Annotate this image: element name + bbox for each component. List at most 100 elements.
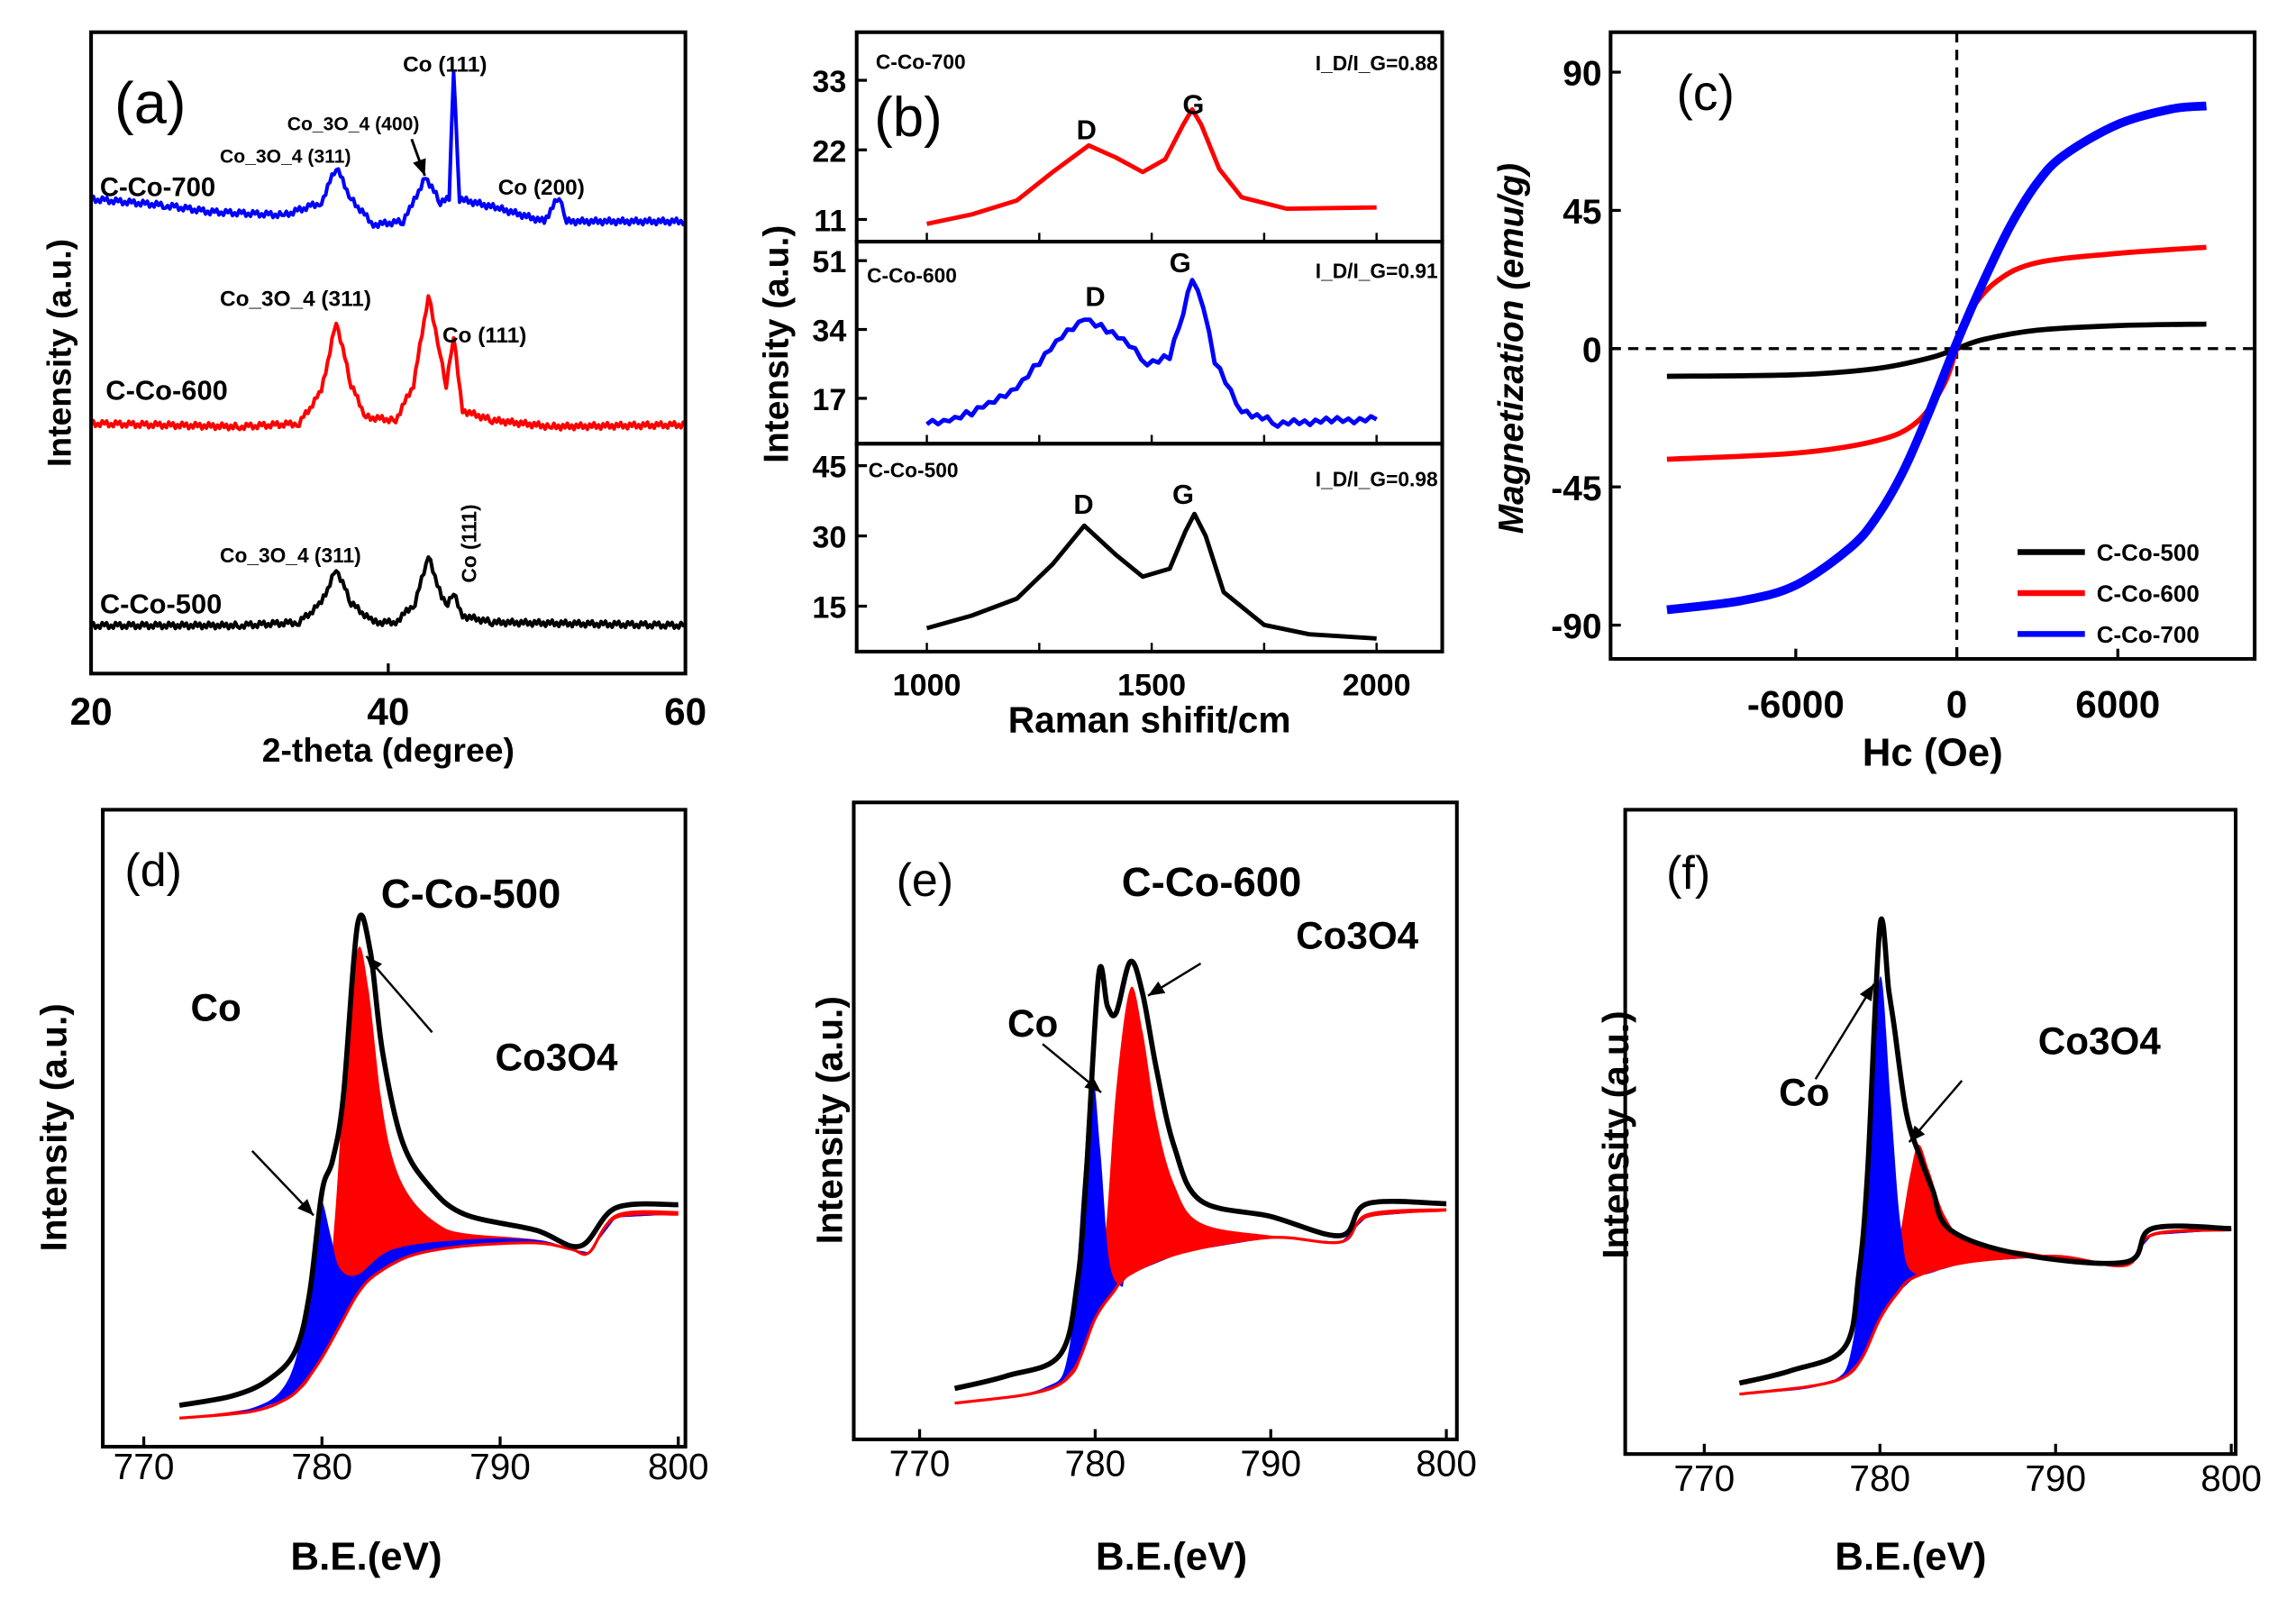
peak-label: Co bbox=[191, 986, 241, 1028]
peak-label: Co3O4 bbox=[495, 1037, 618, 1079]
peak-label: Co (200) bbox=[498, 176, 585, 200]
x-tick-label: 790 bbox=[2025, 1457, 2086, 1499]
panel-label: (b) bbox=[874, 87, 942, 149]
peak-label: C-Co-700 bbox=[100, 174, 215, 203]
peak-label: Co_3O_4 (311) bbox=[220, 146, 351, 167]
arrow-head-icon bbox=[1909, 1125, 1926, 1143]
x-tick-label: 770 bbox=[1673, 1457, 1735, 1499]
y-tick-label: 45 bbox=[812, 451, 846, 485]
envelope-line bbox=[953, 958, 1447, 1392]
series-line-C-Co-600 bbox=[1666, 244, 2207, 462]
d-band-label: D bbox=[1073, 489, 1093, 520]
x-tick-label: 0 bbox=[1946, 683, 1967, 726]
x-tick-label: 40 bbox=[367, 690, 409, 733]
x-axis-label: 2-theta (degree) bbox=[262, 731, 515, 769]
peak-label: Co (111) bbox=[457, 504, 480, 582]
arrow-line bbox=[365, 955, 433, 1034]
y-axis-label: Intensity (a.u.) bbox=[808, 996, 850, 1244]
series-line-C-Co-500 bbox=[89, 555, 686, 631]
y-tick-label: 0 bbox=[1582, 331, 1602, 370]
arrow-line bbox=[1814, 983, 1875, 1080]
id-ig-ratio: I_D/I_G=0.91 bbox=[1316, 260, 1438, 283]
x-tick-label: 790 bbox=[469, 1446, 531, 1487]
x-tick-label: -6000 bbox=[1747, 683, 1845, 726]
plot-frame-(d) bbox=[101, 808, 688, 1449]
subplot-label: C-Co-500 bbox=[869, 459, 959, 482]
g-band-label: G bbox=[1172, 479, 1194, 510]
peak-label: Co3O4 bbox=[1296, 915, 1419, 957]
peak-label: Co (111) bbox=[442, 324, 526, 348]
co-component-area bbox=[954, 1071, 1447, 1403]
arrow-head-icon bbox=[1859, 983, 1874, 1001]
co-component-area bbox=[179, 1199, 679, 1419]
y-tick-label: 30 bbox=[812, 521, 846, 555]
series-line-C-Co-600 bbox=[925, 278, 1378, 429]
legend-label: C-Co-500 bbox=[2097, 539, 2200, 566]
g-band-label: G bbox=[1182, 89, 1204, 121]
id-ig-ratio: I_D/I_G=0.88 bbox=[1316, 51, 1438, 75]
y-tick-label: -90 bbox=[1551, 608, 1601, 646]
y-axis-label: Magnetization (emu/g) bbox=[1492, 163, 1531, 534]
x-tick-label: 800 bbox=[1416, 1443, 1477, 1485]
legend-label: C-Co-700 bbox=[2097, 621, 2200, 648]
arrow-head-icon bbox=[297, 1199, 314, 1216]
y-tick-label: 90 bbox=[1563, 55, 1601, 94]
arrow-head-icon bbox=[413, 158, 426, 176]
y-axis-label: Intensity (a.u.) bbox=[1595, 1010, 1636, 1258]
panel-label: (c) bbox=[1676, 65, 1734, 121]
panel-label: (f) bbox=[1666, 847, 1710, 900]
y-tick-label: -45 bbox=[1551, 470, 1601, 508]
series-line-C-Co-600 bbox=[89, 294, 688, 432]
x-axis-label: B.E.(eV) bbox=[1096, 1535, 1247, 1579]
background-line bbox=[954, 1208, 1447, 1405]
x-axis-label: B.E.(eV) bbox=[290, 1535, 442, 1579]
series-line-C-Co-500 bbox=[925, 511, 1377, 641]
subplot-label: C-Co-700 bbox=[876, 50, 966, 73]
x-tick-label: 6000 bbox=[2075, 683, 2160, 726]
x-tick-label: 1500 bbox=[1117, 669, 1186, 703]
plot-frame-(e) bbox=[852, 800, 1459, 1441]
x-tick-label: 800 bbox=[648, 1446, 709, 1487]
co3o4-component-area bbox=[954, 986, 1447, 1403]
g-band-label: G bbox=[1170, 247, 1191, 279]
y-tick-label: 22 bbox=[812, 134, 846, 169]
y-tick-label: 15 bbox=[812, 591, 846, 626]
d-band-label: D bbox=[1085, 281, 1105, 313]
y-tick-label: 11 bbox=[814, 204, 846, 238]
envelope-line bbox=[178, 912, 679, 1408]
series-line-C-Co-500 bbox=[1666, 321, 2207, 379]
x-tick-label: 20 bbox=[70, 690, 113, 733]
y-tick-label: 34 bbox=[812, 315, 846, 349]
y-tick-label: 51 bbox=[812, 245, 846, 279]
y-tick-label: 17 bbox=[812, 383, 846, 417]
peak-label: C-Co-600 bbox=[105, 375, 227, 407]
series-line-C-Co-700 bbox=[926, 106, 1377, 226]
peak-label: Co3O4 bbox=[2038, 1020, 2162, 1063]
peak-label: Co_3O_4 (311) bbox=[220, 544, 361, 567]
peak-label: Co bbox=[1007, 1002, 1058, 1045]
y-tick-label: 33 bbox=[812, 65, 846, 99]
x-axis-label: Hc (Oe) bbox=[1863, 731, 2003, 775]
peak-label: C-Co-500 bbox=[100, 589, 222, 620]
peak-label: Co bbox=[1779, 1072, 1829, 1114]
y-tick-label: 45 bbox=[1563, 193, 1601, 232]
y-axis-label: Intensity (a.u.) bbox=[40, 239, 77, 467]
envelope-line bbox=[1738, 916, 2232, 1386]
x-tick-label: 2000 bbox=[1343, 669, 1411, 703]
x-axis-label: Raman shifit/cm bbox=[1008, 699, 1291, 740]
arrow-head-icon bbox=[366, 955, 382, 973]
x-tick-label: 790 bbox=[1240, 1443, 1301, 1485]
peak-label: Co_3O_4 (311) bbox=[220, 288, 371, 312]
plot-frame-(f) bbox=[1623, 808, 2238, 1457]
series-line-C-Co-700 bbox=[89, 70, 688, 230]
co3o4-component-area bbox=[1739, 1145, 2232, 1394]
x-axis-label: B.E.(eV) bbox=[1835, 1535, 1986, 1579]
x-tick-label: 780 bbox=[1065, 1443, 1126, 1485]
x-tick-label: 780 bbox=[1849, 1457, 1910, 1499]
x-tick-label: 780 bbox=[291, 1446, 352, 1487]
panel-label: (d) bbox=[124, 845, 182, 897]
co-component-area bbox=[1739, 976, 2232, 1394]
x-tick-label: 60 bbox=[664, 690, 706, 733]
legend-label: C-Co-600 bbox=[2097, 580, 2200, 608]
